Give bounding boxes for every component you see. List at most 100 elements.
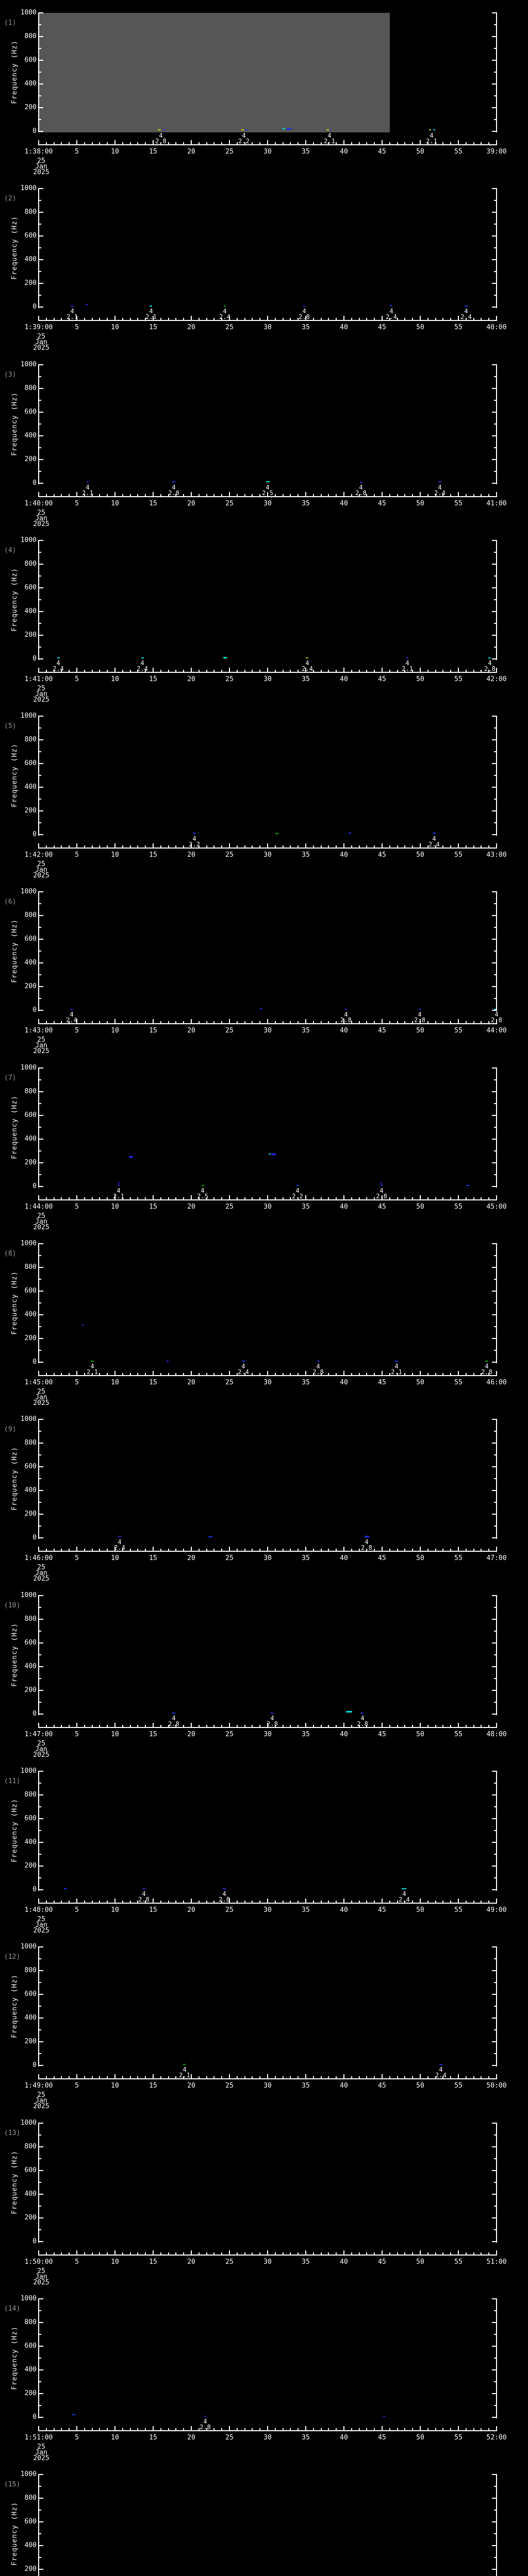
x-minor-tick <box>213 1549 214 1551</box>
date-label: 25 <box>37 2267 45 2275</box>
x-major-tick <box>305 1195 306 1199</box>
y-tick-right <box>492 1186 496 1187</box>
y-tick-right <box>492 939 496 940</box>
y-tick-right <box>494 2557 496 2558</box>
x-major-tick <box>229 492 230 496</box>
x-minor-tick <box>374 1021 375 1023</box>
x-minor-tick <box>283 1373 284 1375</box>
x-minor-tick <box>175 318 176 320</box>
x-minor-tick <box>213 1373 214 1375</box>
x-minor-tick <box>328 2076 329 2078</box>
x-minor-tick <box>488 1549 489 1551</box>
event-magnitude-label: 2.4 <box>399 1896 410 1903</box>
x-major-tick <box>229 1899 230 1903</box>
x-major-tick <box>496 1195 497 1199</box>
event-magnitude-label: 2.1 <box>67 313 78 320</box>
event-magnitude-label: 2.1 <box>145 313 157 320</box>
x-minor-tick <box>351 1021 352 1023</box>
x-minor-tick <box>61 1725 62 1727</box>
event-magnitude-label: 2.8 <box>138 1896 150 1903</box>
y-tick <box>39 459 43 460</box>
right-axis-line <box>496 188 497 308</box>
x-major-tick <box>458 1195 459 1199</box>
x-tick-label: 20 <box>187 500 195 507</box>
y-tick-right <box>492 2241 496 2242</box>
y-tick <box>39 1654 41 1655</box>
x-minor-tick <box>366 2076 367 2078</box>
y-tick <box>39 95 41 96</box>
x-major-tick <box>38 2250 39 2255</box>
x-minor-tick <box>366 845 367 848</box>
x-minor-tick <box>275 2076 276 2078</box>
y-tick <box>39 2170 43 2171</box>
x-minor-tick <box>84 2428 85 2430</box>
y-tick <box>39 435 43 436</box>
x-minor-tick <box>54 1021 55 1023</box>
date-label: 2025 <box>33 1575 50 1583</box>
y-tick-right <box>492 1818 496 1819</box>
y-tick-right <box>492 1162 496 1163</box>
x-major-tick <box>267 2074 268 2078</box>
date-label: 2025 <box>33 520 50 528</box>
x-tick-label: 50 <box>416 2082 424 2090</box>
detection-mark <box>223 1888 226 1889</box>
x-minor-tick <box>336 2076 337 2078</box>
detection-mark <box>269 1154 271 1155</box>
x-axis-line <box>38 1375 497 1376</box>
time-start-label: 1:39:00 <box>24 324 53 331</box>
x-minor-tick <box>351 1549 352 1551</box>
x-minor-tick <box>427 142 428 144</box>
panel-index-label: (2) <box>4 195 16 202</box>
x-major-tick <box>267 843 268 848</box>
y-tick <box>39 2498 43 2499</box>
event-magnitude-label: 2.4 <box>460 313 472 320</box>
x-minor-tick <box>466 1021 467 1023</box>
y-tick-right <box>492 1010 496 1011</box>
x-minor-tick <box>397 2076 398 2078</box>
y-tick-right <box>494 1631 496 1632</box>
x-major-tick <box>496 1547 497 1551</box>
y-tick-right <box>492 36 496 37</box>
y-tick-right <box>492 1866 496 1867</box>
y-tick-right <box>492 2346 496 2347</box>
x-minor-tick <box>328 1197 329 1199</box>
detection-mark <box>383 2416 385 2417</box>
x-minor-tick <box>160 670 161 672</box>
x-minor-tick <box>283 1725 284 1727</box>
y-tick <box>39 1842 43 1843</box>
y-tick-label: 400 <box>24 1486 37 1494</box>
x-minor-tick <box>92 1021 93 1023</box>
y-tick <box>39 1502 41 1503</box>
x-minor-tick <box>328 2428 329 2430</box>
event-count-label: 4 <box>485 1363 489 1370</box>
x-tick-label: 15 <box>149 148 157 156</box>
frequency-axis-label: Frequency (Hz) <box>11 1623 19 1687</box>
x-tick-label: 15 <box>149 1554 157 1562</box>
x-minor-tick <box>397 845 398 848</box>
x-minor-tick <box>160 1901 161 1903</box>
x-minor-tick <box>99 1021 100 1023</box>
x-minor-tick <box>473 2076 474 2078</box>
x-major-tick <box>229 843 230 848</box>
x-minor-tick <box>481 2428 482 2430</box>
x-tick-label: 20 <box>187 2082 195 2090</box>
date-label: 2025 <box>33 1751 50 1759</box>
x-major-tick <box>191 2074 192 2078</box>
x-minor-tick <box>54 2428 55 2430</box>
x-tick-label: 35 <box>302 1027 310 1035</box>
x-tick-label: 50 <box>416 500 424 507</box>
x-major-tick <box>305 2426 306 2430</box>
x-minor-tick <box>137 1549 138 1551</box>
x-minor-tick <box>237 142 238 144</box>
detection-mark <box>260 1008 262 1009</box>
x-major-tick <box>76 1371 77 1375</box>
spectrogram-panel-2: (2) Frequency (Hz) 0 200 400 600 800 1000 1:39:0… <box>0 176 528 352</box>
x-major-tick <box>191 140 192 144</box>
x-tick-label: 55 <box>454 1731 463 1738</box>
x-minor-tick <box>397 1725 398 1727</box>
x-minor-tick <box>473 2252 474 2255</box>
x-major-tick <box>114 843 116 848</box>
y-tick-right <box>494 376 496 377</box>
y-tick <box>39 1866 43 1867</box>
y-tick <box>39 1279 41 1280</box>
